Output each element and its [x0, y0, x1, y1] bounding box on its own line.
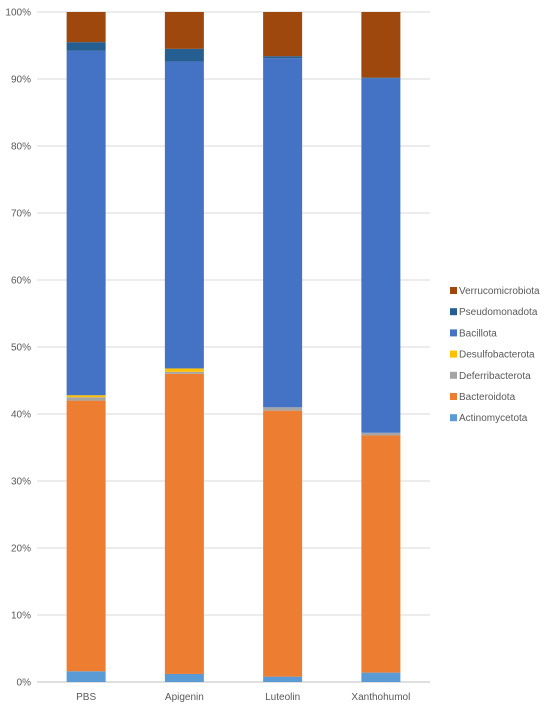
y-tick-label: 20% — [11, 544, 31, 555]
legend-swatch — [450, 308, 457, 316]
bars — [66, 12, 401, 682]
bar-segment-bacteroidota — [66, 400, 106, 672]
bar-segment-pseudomonadota — [263, 56, 303, 59]
y-tick-label: 40% — [11, 410, 31, 421]
bar-segment-bacillota — [263, 58, 303, 408]
bar-segment-actinomycetota — [66, 671, 106, 682]
legend: Verrucomicrobiota Pseudomonadota Bacillota… — [450, 286, 540, 424]
bar-segment-verrucomicrobiota — [361, 12, 401, 78]
bar-segment-deferribacterota — [66, 397, 106, 401]
x-category-label: Xanthohumol — [351, 692, 410, 703]
bar-segment-verrucomicrobiota — [66, 12, 106, 43]
bar-segment-bacteroidota — [164, 373, 204, 674]
bar-segment-bacillota — [66, 50, 106, 396]
legend-label: Verrucomicrobiota — [459, 286, 540, 297]
bar-segment-actinomycetota — [361, 672, 401, 682]
legend-label: Desulfobacterota — [459, 350, 535, 361]
bar-segment-bacteroidota — [263, 410, 303, 677]
legend-swatch — [450, 393, 457, 400]
legend-label: Bacillota — [459, 328, 497, 339]
bar-segment-verrucomicrobiota — [164, 12, 204, 49]
y-tick-label: 10% — [11, 611, 31, 622]
legend-label: Bacteroidota — [459, 392, 516, 403]
y-tick-label: 50% — [11, 343, 31, 354]
y-tick-label: 60% — [11, 276, 31, 287]
legend-swatch — [450, 414, 457, 422]
legend-label: Actinomycetota — [459, 413, 528, 424]
y-tick-label: 90% — [11, 75, 31, 86]
bar-segment-desulfobacterota — [66, 395, 106, 398]
bar-segment-bacillota — [164, 61, 204, 369]
y-tick-label: 0% — [17, 678, 32, 689]
bar-segment-bacteroidota — [361, 435, 401, 673]
bar-segment-desulfobacterota — [164, 368, 204, 372]
bar-segment-pseudomonadota — [164, 48, 204, 62]
bar-segment-deferribacterota — [361, 432, 401, 436]
legend-swatch — [450, 329, 457, 337]
bar-segment-deferribacterota — [164, 371, 204, 374]
bar-segment-pseudomonadota — [361, 77, 401, 79]
x-axis-category-labels: PBS Apigenin Luteolin Xanthohumol — [76, 692, 410, 703]
y-tick-label: 30% — [11, 477, 31, 488]
legend-swatch — [450, 371, 457, 379]
x-category-label: Apigenin — [165, 692, 204, 703]
x-category-label: Luteolin — [265, 692, 300, 703]
legend-label: Pseudomonadota — [459, 307, 538, 318]
x-category-label: PBS — [76, 692, 96, 703]
bar-segment-pseudomonadota — [66, 42, 106, 51]
y-axis-tick-labels: 0% 10% 20% 30% 40% 50% 60% 70% 80% 90% 100% — [5, 8, 31, 689]
legend-swatch — [450, 287, 457, 294]
legend-swatch — [450, 350, 457, 358]
y-tick-label: 80% — [11, 142, 31, 153]
bar-segment-deferribacterota — [263, 407, 303, 411]
y-tick-label: 70% — [11, 209, 31, 220]
y-tick-label: 100% — [5, 8, 31, 19]
bar-segment-verrucomicrobiota — [263, 12, 303, 57]
bar-segment-actinomycetota — [164, 673, 204, 682]
legend-label: Deferribacterota — [459, 371, 531, 382]
bar-segment-bacillota — [361, 78, 401, 433]
bar-segment-actinomycetota — [263, 676, 303, 682]
